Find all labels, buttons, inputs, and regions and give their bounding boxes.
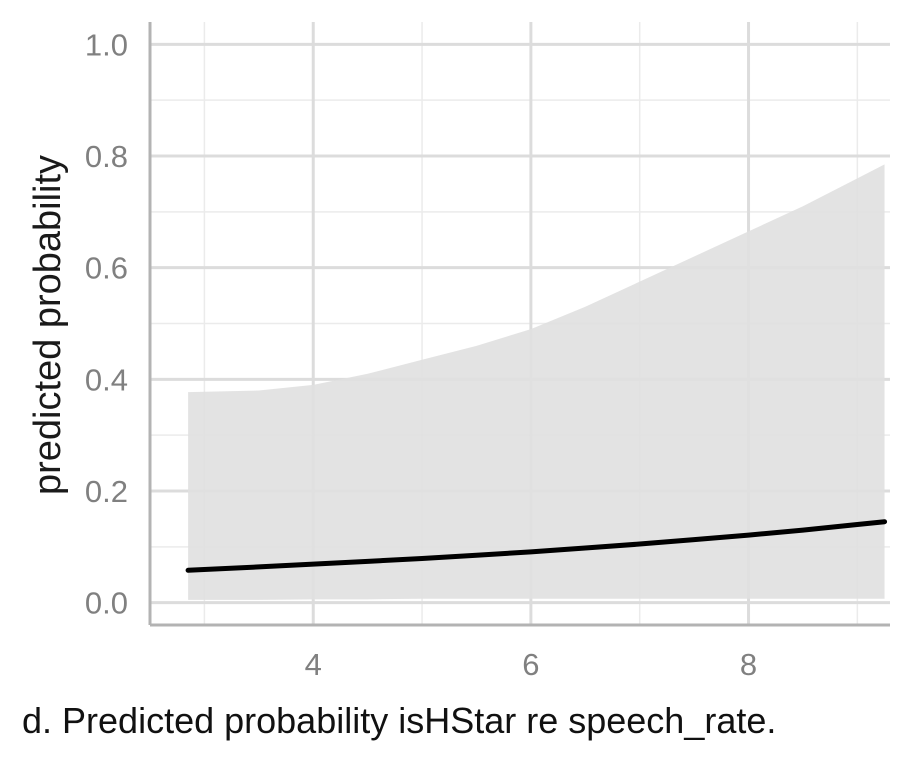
axes xyxy=(148,22,890,627)
chart: 0.0 0.2 0.4 0.6 0.8 1.0 4 6 8 predicted probabi… xyxy=(27,22,890,682)
fit-line xyxy=(185,519,888,573)
x-tick-label: 6 xyxy=(522,647,539,682)
y-tick-label: 0.0 xyxy=(85,586,128,621)
x-tick-label: 4 xyxy=(305,647,322,682)
figure-caption: d. Predicted probability isHStar re spee… xyxy=(22,700,777,741)
y-tick-label: 0.6 xyxy=(85,251,128,286)
y-tick-label: 0.4 xyxy=(85,362,128,397)
x-tick-label: 8 xyxy=(740,647,757,682)
y-tick-label: 0.8 xyxy=(85,139,128,174)
y-axis-title: predicted probability xyxy=(27,155,69,495)
x-tick-labels: 4 6 8 xyxy=(305,647,758,682)
confidence-band-layer xyxy=(188,164,885,600)
confidence-band xyxy=(188,164,885,600)
y-tick-label: 1.0 xyxy=(85,27,128,62)
y-tick-labels: 0.0 0.2 0.4 0.6 0.8 1.0 xyxy=(85,27,128,620)
fit-line-layer xyxy=(185,519,888,573)
y-tick-label: 0.2 xyxy=(85,474,128,509)
